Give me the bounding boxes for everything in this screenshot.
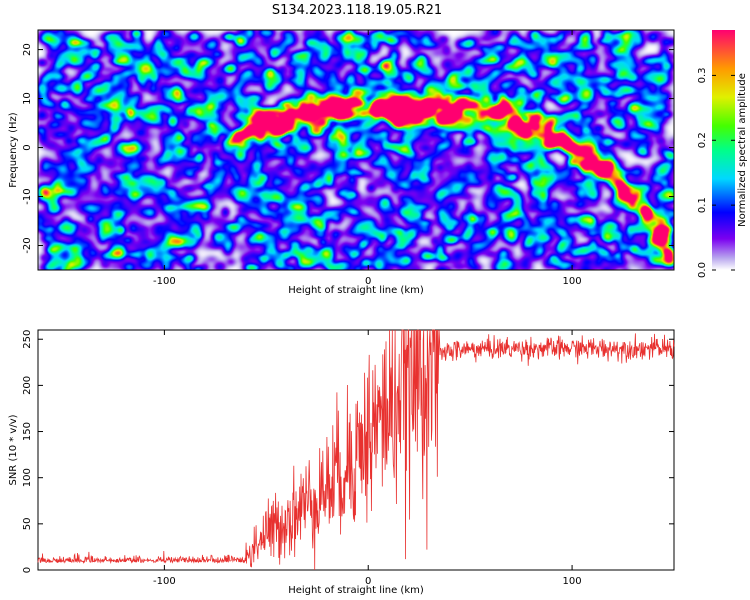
colorbar-label: Normalized spectral amplitude [737, 73, 748, 227]
snr-frame [37, 329, 675, 571]
snr-series-line [37, 329, 675, 571]
chart-title: S134.2023.118.19.05.R21 [272, 3, 442, 18]
colorbar-gradient [712, 30, 735, 270]
colorbar-tick-label: 0.3 [697, 67, 708, 83]
colorbar-tick-label: 0.0 [697, 262, 708, 278]
heatmap-ylabel: Frequency (Hz) [8, 112, 19, 188]
heatmap-ytick-label: -10 [22, 188, 33, 204]
snr-ticks: -100 0 100 0 50 100 150 200 250 [22, 330, 674, 587]
heatmap-frame [37, 29, 675, 271]
snr-xtick-label: -100 [153, 576, 176, 587]
snr-xtick-label: 0 [365, 576, 371, 587]
snr-ytick-label: 50 [22, 517, 33, 530]
snr-xlabel: Height of straight line (km) [288, 585, 424, 596]
snr-ytick-label: 0 [22, 567, 33, 573]
colorbar-tick-label: 0.1 [697, 197, 708, 213]
snr-ylabel: SNR (10 * v/v) [8, 414, 19, 485]
heatmap-xtick-label: 100 [563, 276, 582, 287]
heatmap-ytick-label: 20 [22, 43, 33, 56]
snr-panel: -100 0 100 0 50 100 150 200 250 Height of straig… [8, 329, 675, 596]
colorbar-tick-label: 0.2 [697, 132, 708, 148]
colorbar-ticks: 0.0 0.1 0.2 0.3 [697, 67, 735, 278]
heatmap-ytick-label: -20 [22, 237, 33, 253]
snr-ytick-label: 250 [22, 330, 33, 349]
heatmap-xlabel: Height of straight line (km) [288, 285, 424, 296]
heatmap-xtick-label: -100 [153, 276, 176, 287]
heatmap-ytick-label: 0 [22, 144, 33, 150]
snr-ytick-label: 150 [22, 422, 33, 441]
heatmap-image [38, 30, 674, 270]
heatmap-ytick-label: 10 [22, 92, 33, 105]
heatmap-xtick-label: 0 [365, 276, 371, 287]
snr-ytick-label: 200 [22, 376, 33, 395]
colorbar: 0.0 0.1 0.2 0.3 Normalized spectral amplitu… [697, 30, 748, 278]
snr-ytick-label: 100 [22, 468, 33, 487]
snr-xtick-label: 100 [563, 576, 582, 587]
